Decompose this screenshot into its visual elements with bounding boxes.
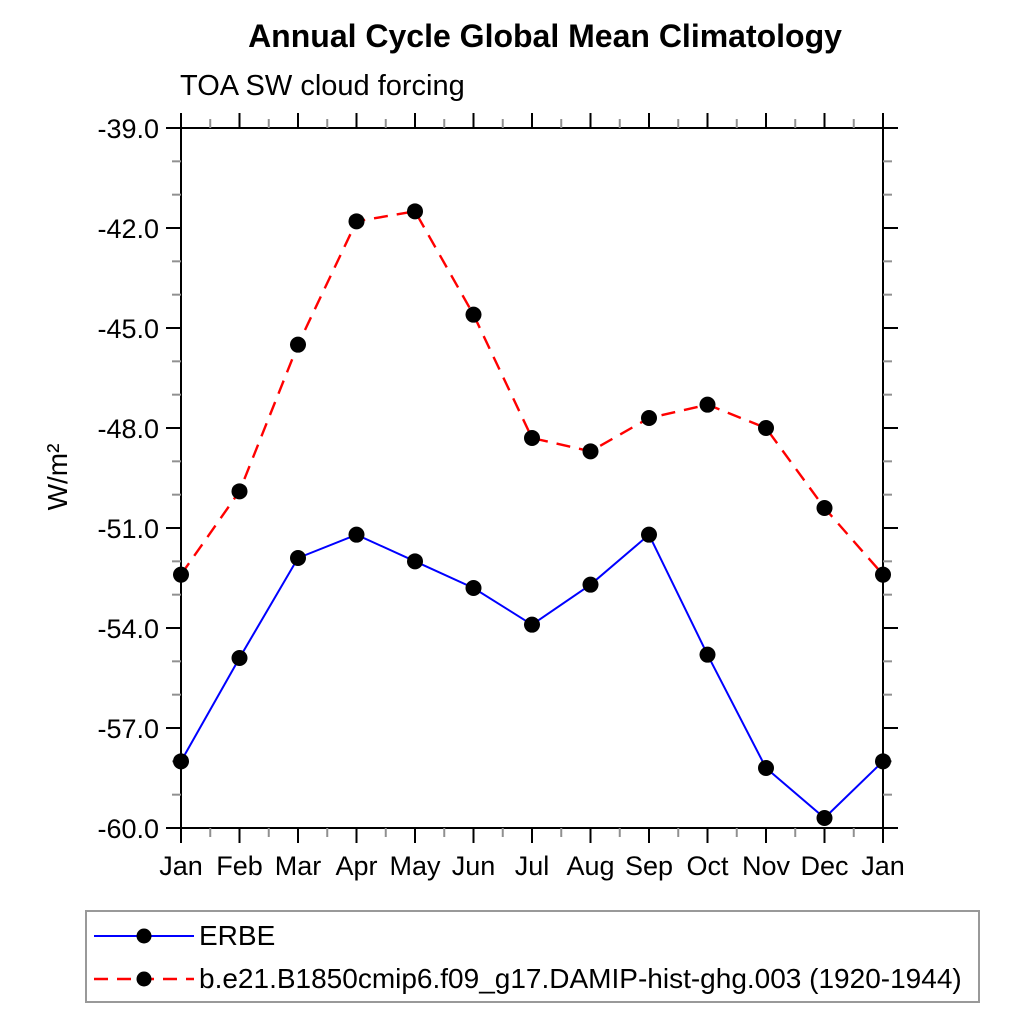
x-tick-label: Jan xyxy=(861,851,905,881)
y-tick-label: -57.0 xyxy=(97,714,159,744)
x-tick-label: Oct xyxy=(686,851,729,881)
legend-label-model: b.e21.B1850cmip6.f09_g17.DAMIP-hist-ghg.… xyxy=(199,963,962,994)
data-point-erbe-8 xyxy=(641,526,657,543)
x-tick-label: Aug xyxy=(566,851,614,881)
y-tick-label: -54.0 xyxy=(97,614,159,644)
chart-subtitle: TOA SW cloud forcing xyxy=(180,70,465,102)
y-tick-label: -48.0 xyxy=(97,414,159,444)
legend-marker-dot xyxy=(136,971,152,987)
y-tick-label: -51.0 xyxy=(97,514,159,544)
data-point-model-0 xyxy=(173,566,189,583)
legend-line-sample-dashed xyxy=(94,971,194,987)
data-point-model-2 xyxy=(290,336,306,353)
legend-box: ERBE b.e21.B1850cmip6.f09_g17.DAMIP-hist… xyxy=(85,910,980,1003)
data-point-model-12 xyxy=(875,566,891,583)
data-point-model-3 xyxy=(348,213,365,230)
data-point-model-4 xyxy=(407,203,423,220)
y-tick-label: -60.0 xyxy=(97,814,159,844)
data-point-erbe-10 xyxy=(758,760,774,776)
legend-entry-erbe: ERBE xyxy=(91,917,275,955)
data-point-erbe-7 xyxy=(582,576,599,593)
data-point-erbe-6 xyxy=(524,616,540,633)
legend-marker-dot xyxy=(136,928,152,944)
plot-frame xyxy=(180,127,884,829)
legend-line-sample-solid xyxy=(94,928,194,944)
data-point-model-5 xyxy=(465,306,482,323)
data-point-model-10 xyxy=(758,420,774,436)
data-point-model-9 xyxy=(699,396,716,413)
data-point-erbe-1 xyxy=(231,650,248,666)
x-tick-label: Feb xyxy=(216,851,263,881)
data-point-model-11 xyxy=(816,500,833,516)
x-tick-label: Jul xyxy=(515,851,550,881)
y-tick-label: -39.0 xyxy=(97,114,159,144)
x-tick-label: Jan xyxy=(159,851,203,881)
x-tick-label: Sep xyxy=(625,851,673,881)
data-point-model-8 xyxy=(641,410,657,426)
legend-label-erbe: ERBE xyxy=(199,920,276,951)
data-point-erbe-9 xyxy=(699,646,716,663)
y-tick-label: -42.0 xyxy=(97,214,159,244)
data-point-erbe-11 xyxy=(816,810,833,826)
data-point-erbe-5 xyxy=(465,580,482,596)
data-point-erbe-12 xyxy=(875,753,891,770)
x-tick-label: Mar xyxy=(275,851,322,881)
y-tick-label: -45.0 xyxy=(97,314,159,344)
x-tick-label: Dec xyxy=(800,851,848,881)
data-point-erbe-3 xyxy=(348,526,365,543)
series-line-erbe xyxy=(180,533,884,820)
data-point-erbe-0 xyxy=(173,753,189,770)
x-tick-label: Nov xyxy=(742,851,791,881)
data-point-model-6 xyxy=(524,430,540,446)
series-line-model xyxy=(180,210,884,576)
data-point-erbe-4 xyxy=(407,553,423,570)
chart-title: Annual Cycle Global Mean Climatology xyxy=(248,18,842,54)
data-point-model-7 xyxy=(582,443,599,460)
x-tick-label: Jun xyxy=(452,851,496,881)
data-point-model-1 xyxy=(231,483,248,500)
legend-entry-model: b.e21.B1850cmip6.f09_g17.DAMIP-hist-ghg.… xyxy=(91,960,962,998)
x-tick-label: Apr xyxy=(335,851,377,881)
data-point-erbe-2 xyxy=(290,550,306,566)
x-tick-label: May xyxy=(389,851,441,881)
